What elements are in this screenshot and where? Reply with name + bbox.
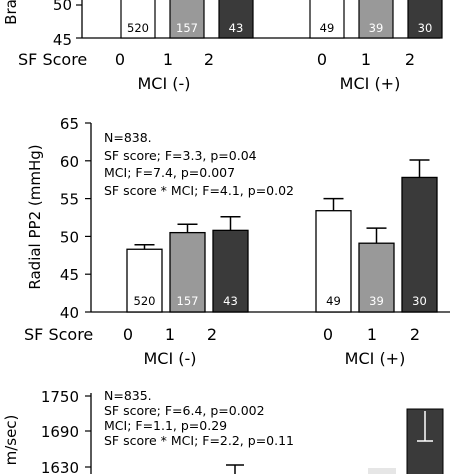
top-sf-level: 0 xyxy=(317,50,327,69)
top-sf-level: 0 xyxy=(115,50,125,69)
top-n-label: 43 xyxy=(229,21,244,35)
top-sf-score-title: SF Score xyxy=(18,50,87,69)
top-group-label-mci-pos: MCI (+) xyxy=(340,74,401,93)
top-sf-level: 2 xyxy=(204,50,214,69)
top-y-tick-label-50: 50 xyxy=(53,0,72,14)
middle-stats: N=838. SF score; F=3.3, p=0.04 MCI; F=7.… xyxy=(104,130,294,198)
n-label: 30 xyxy=(412,294,427,308)
middle-sf-level: 2 xyxy=(207,325,217,344)
top-n-label: 39 xyxy=(369,21,384,35)
bottom-stats: N=835. SF score; F=6.4, p=0.002 MCI; F=1… xyxy=(104,388,294,448)
middle-group-label-mci-neg: MCI (-) xyxy=(143,349,196,368)
middle-sf-score-title: SF Score xyxy=(24,325,93,344)
middle-sf-level: 2 xyxy=(410,325,420,344)
top-bar-mci-neg-sf2 xyxy=(218,0,254,39)
middle-y-axis-label: Radial PP2 (mmHg) xyxy=(26,144,44,289)
top-n-label: 30 xyxy=(418,21,433,35)
top-n-label: 157 xyxy=(176,21,198,35)
middle-panel: Radial PP2 (mmHg) 40 45 50 55 60 65 N=838. SF… xyxy=(24,115,450,368)
y-tick-label: 45 xyxy=(60,266,79,284)
stats-line: SF score * MCI; F=4.1, p=0.02 xyxy=(104,183,294,198)
top-y-tick-label-45: 45 xyxy=(53,31,72,49)
bottom-y-ticks: 1630 1690 1750 xyxy=(41,388,91,474)
bar xyxy=(315,210,352,313)
n-label: 49 xyxy=(326,294,341,308)
stats-line: MCI; F=7.4, p=0.007 xyxy=(104,165,235,180)
y-tick-label: 1690 xyxy=(41,423,79,441)
top-group-label-mci-neg: MCI (-) xyxy=(137,74,190,93)
middle-sf-level: 0 xyxy=(323,325,333,344)
bottom-bar-partial-grey xyxy=(368,468,396,474)
top-sf-level: 2 xyxy=(405,50,415,69)
top-n-label: 520 xyxy=(127,21,149,35)
y-tick-label: 50 xyxy=(60,228,79,246)
top-n-label: 49 xyxy=(320,21,335,35)
top-sf-level: 1 xyxy=(163,50,173,69)
top-y-axis-label: Bra xyxy=(2,0,20,25)
stats-line: N=835. xyxy=(104,388,152,403)
top-bar-mci-neg-sf1 xyxy=(169,0,205,39)
n-label: 157 xyxy=(177,294,199,308)
top-bar-mci-pos-sf1 xyxy=(358,0,394,39)
y-tick-label: 1750 xyxy=(41,388,79,406)
middle-bars: 520 157 43 49 39 30 xyxy=(126,159,438,313)
bottom-panel: m/sec) 1630 1690 1750 N=835. SF score; F=6… xyxy=(2,388,444,474)
stats-line: SF score * MCI; F=2.2, p=0.11 xyxy=(104,433,294,448)
n-label: 520 xyxy=(134,294,156,308)
middle-y-ticks: 40 45 50 55 60 65 xyxy=(60,115,91,322)
y-tick-label: 40 xyxy=(60,304,79,322)
n-label: 39 xyxy=(369,294,384,308)
top-panel: Bra 50 45 520 157 43 49 39 30 SF Score 0… xyxy=(2,0,443,93)
y-tick-label: 65 xyxy=(60,115,79,133)
bottom-y-axis-label: m/sec) xyxy=(2,415,20,466)
bar xyxy=(358,242,395,313)
bar xyxy=(169,231,206,313)
top-sf-level: 1 xyxy=(361,50,371,69)
bar xyxy=(212,229,249,313)
middle-sf-level: 1 xyxy=(367,325,377,344)
middle-sf-level: 1 xyxy=(165,325,175,344)
top-bar-mci-pos-sf2 xyxy=(407,0,443,39)
bar xyxy=(126,248,163,313)
y-tick-label: 60 xyxy=(60,153,79,171)
y-tick-label: 1630 xyxy=(41,459,79,474)
stats-line: MCI; F=1.1, p=0.29 xyxy=(104,418,227,433)
stats-line: SF score; F=6.4, p=0.002 xyxy=(104,403,265,418)
y-tick-label: 55 xyxy=(60,191,79,209)
top-bar-mci-pos-sf0 xyxy=(309,0,345,39)
middle-group-label-mci-pos: MCI (+) xyxy=(345,349,406,368)
middle-sf-level: 0 xyxy=(123,325,133,344)
stats-line: SF score; F=3.3, p=0.04 xyxy=(104,148,257,163)
stats-line: N=838. xyxy=(104,130,152,145)
bar xyxy=(401,176,438,313)
top-bar-mci-neg-sf0 xyxy=(120,0,156,39)
n-label: 43 xyxy=(223,294,238,308)
